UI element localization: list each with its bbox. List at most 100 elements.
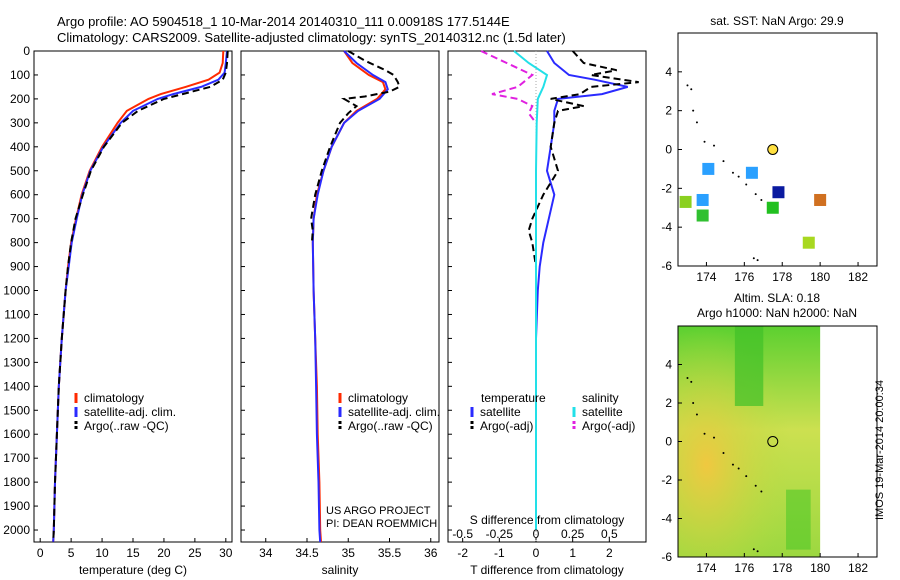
coastline-dot <box>686 376 689 379</box>
y-tick-label: 1200 <box>3 331 30 345</box>
plot-frame <box>240 50 440 543</box>
map-y-tick-label: 2 <box>665 104 672 118</box>
coastline-dot <box>731 463 734 466</box>
sst-map-panel: 174 176 178 180 182 4 2 0 -2 -4 -6 sat. SST: NaN Ar… <box>661 14 878 284</box>
legend-title: temperature <box>481 391 546 405</box>
legend-label: Argo(..raw -QC) <box>348 419 433 433</box>
y-tick-label: 900 <box>10 260 30 274</box>
x-tick-label-secondary: -0.5 <box>452 527 473 541</box>
coastline-dot <box>756 550 759 553</box>
map-y-tick-label: -2 <box>661 181 672 195</box>
map-y-tick-label: -4 <box>661 220 672 234</box>
x-tick-label: 0 <box>533 546 540 560</box>
project-label: US ARGO PROJECT <box>326 505 431 517</box>
x-tick-label: 25 <box>188 546 202 560</box>
coastline-dot <box>737 467 740 470</box>
float-position-marker <box>767 144 779 155</box>
x-tick-label: 35 <box>342 546 356 560</box>
y-tick-label: 1300 <box>3 355 30 369</box>
x-tick-label: -1 <box>494 546 505 560</box>
x-tick-label: 1 <box>569 546 576 560</box>
sst-cell <box>802 236 815 249</box>
legend-label: climatology <box>348 391 408 405</box>
sla-field-patch <box>786 489 811 550</box>
legend-label: satellite-adj. clim. <box>348 405 440 419</box>
x-tick-label: 2 <box>606 546 613 560</box>
coastline-dot <box>703 432 706 435</box>
x-axis-label-top: S difference from climatology <box>470 513 625 527</box>
series-line-argo-raw-qc- <box>310 50 401 243</box>
x-tick-label: 20 <box>157 546 171 560</box>
sla-map-title: Altim. SLA: 0.18 <box>734 291 820 305</box>
title-line-2: Climatology: CARS2009. Satellite-adjuste… <box>57 30 566 45</box>
x-tick-label-secondary: 0.25 <box>561 527 585 541</box>
temperature-panel: 0 5 10 15 20 25 300100200300400500600700800900… <box>3 44 233 577</box>
y-tick-label: 400 <box>10 140 30 154</box>
map-y-tick-label: 0 <box>665 143 672 157</box>
legend-title: salinity <box>582 391 619 405</box>
series-line-salinity-satellite <box>513 50 549 530</box>
map-y-tick-label: 0 <box>665 435 672 449</box>
x-axis-label: temperature (deg C) <box>79 563 187 577</box>
legend-label: satellite-adj. clim. <box>84 405 176 419</box>
y-tick-label: 1800 <box>3 475 30 489</box>
map-x-tick-label: 180 <box>810 270 830 284</box>
x-tick-label: 5 <box>68 546 75 560</box>
coastline-dot <box>754 484 757 487</box>
x-tick-label: -2 <box>457 546 468 560</box>
x-tick-label-secondary: 0.5 <box>601 527 618 541</box>
coastline-dot <box>760 198 763 201</box>
coastline-dot <box>690 380 693 383</box>
map-x-tick-label: 174 <box>696 270 716 284</box>
y-tick-label: 1900 <box>3 499 30 513</box>
coastline-dot <box>713 436 716 439</box>
sst-cell <box>702 162 715 175</box>
imos-timestamp: IMOS 19-Mar-2014 20:00:34 <box>874 379 886 520</box>
sst-cell <box>745 166 758 179</box>
difference-panel: -2 -1 0 1 2 T difference from climatology temp… <box>447 50 647 577</box>
legend-label: Argo(-adj) <box>582 419 635 433</box>
sst-cell <box>766 201 779 214</box>
sst-map-title: sat. SST: NaN Argo: 29.9 <box>710 14 844 28</box>
coastline-dot <box>703 140 706 143</box>
coastline-dot <box>692 402 695 404</box>
series-line-temperature-satellite <box>535 50 628 530</box>
map-x-tick-label: 176 <box>734 270 754 284</box>
x-tick-label: 10 <box>95 546 109 560</box>
plot-frame <box>33 50 233 543</box>
map-x-tick-label: 174 <box>696 561 716 575</box>
series-line-temperature-argo-adj- <box>527 50 639 291</box>
x-tick-label: 35.5 <box>378 546 402 560</box>
x-tick-label: 30 <box>219 546 233 560</box>
legend-label: satellite <box>480 405 521 419</box>
map-x-tick-label: 178 <box>772 270 792 284</box>
sla-map-subtitle: Argo h1000: NaN h2000: NaN <box>697 306 857 320</box>
legend-label: Argo(-adj) <box>480 419 533 433</box>
x-tick-label: 36 <box>424 546 438 560</box>
map-y-tick-label: -6 <box>661 259 672 273</box>
y-tick-label: 600 <box>10 188 30 202</box>
pi-label: PI: DEAN ROEMMICH <box>326 518 438 530</box>
map-y-tick-label: 4 <box>665 65 672 79</box>
map-x-tick-label: 176 <box>734 561 754 575</box>
series-line-climatology <box>52 50 225 543</box>
sla-field-patch <box>734 326 764 406</box>
sst-cell <box>696 209 709 222</box>
legend-label: satellite <box>582 405 623 419</box>
title-line-1: Argo profile: AO 5904518_1 10-Mar-2014 2… <box>57 14 510 29</box>
sla-map-panel: 174 176 178 180 182 4 2 0 -2 -4 -6 Altim. SLA: 0.18… <box>661 291 878 575</box>
series-line-argo-raw-qc- <box>52 50 229 543</box>
float-position-marker <box>767 436 779 447</box>
sst-cell <box>814 193 827 206</box>
x-tick-label: 15 <box>126 546 140 560</box>
map-y-tick-label: 2 <box>665 396 672 410</box>
coastline-dot <box>722 160 725 163</box>
coastline-dot <box>713 144 716 147</box>
x-tick-label: 34 <box>259 546 273 560</box>
plot-frame <box>447 50 647 543</box>
y-tick-label: 200 <box>10 92 30 106</box>
sst-cell <box>772 186 785 199</box>
x-axis-label: salinity <box>322 563 359 577</box>
coastline-dot <box>737 175 740 178</box>
